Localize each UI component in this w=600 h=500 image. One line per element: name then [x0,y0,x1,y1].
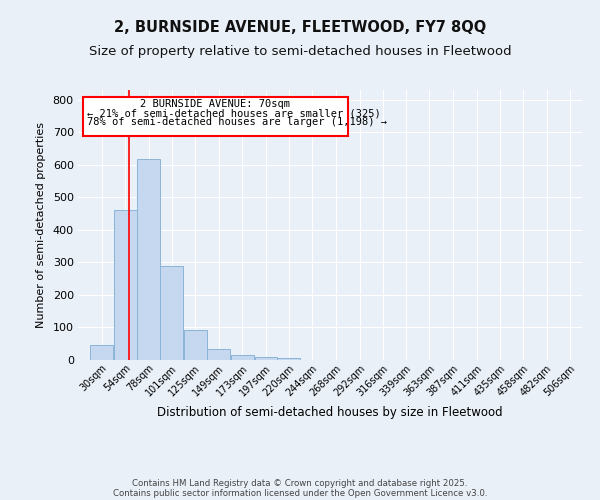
Bar [90,346,113,360]
Bar [184,330,206,360]
Text: ← 21% of semi-detached houses are smaller (325): ← 21% of semi-detached houses are smalle… [86,108,380,118]
X-axis label: Distribution of semi-detached houses by size in Fleetwood: Distribution of semi-detached houses by … [157,406,503,419]
Bar [137,160,160,360]
Bar [208,348,230,360]
Text: Contains HM Land Registry data © Crown copyright and database right 2025.: Contains HM Land Registry data © Crown c… [132,478,468,488]
Bar [254,358,277,360]
Text: 2 BURNSIDE AVENUE: 70sqm: 2 BURNSIDE AVENUE: 70sqm [140,99,290,109]
Bar [231,356,254,360]
Bar [160,266,183,360]
Text: 2, BURNSIDE AVENUE, FLEETWOOD, FY7 8QQ: 2, BURNSIDE AVENUE, FLEETWOOD, FY7 8QQ [114,20,486,35]
Y-axis label: Number of semi-detached properties: Number of semi-detached properties [36,122,46,328]
Text: Contains public sector information licensed under the Open Government Licence v3: Contains public sector information licen… [113,488,487,498]
Text: 78% of semi-detached houses are larger (1,198) →: 78% of semi-detached houses are larger (… [86,118,386,128]
Bar [277,358,300,360]
Text: Size of property relative to semi-detached houses in Fleetwood: Size of property relative to semi-detach… [89,45,511,58]
Bar [114,210,137,360]
Bar [83,96,348,136]
